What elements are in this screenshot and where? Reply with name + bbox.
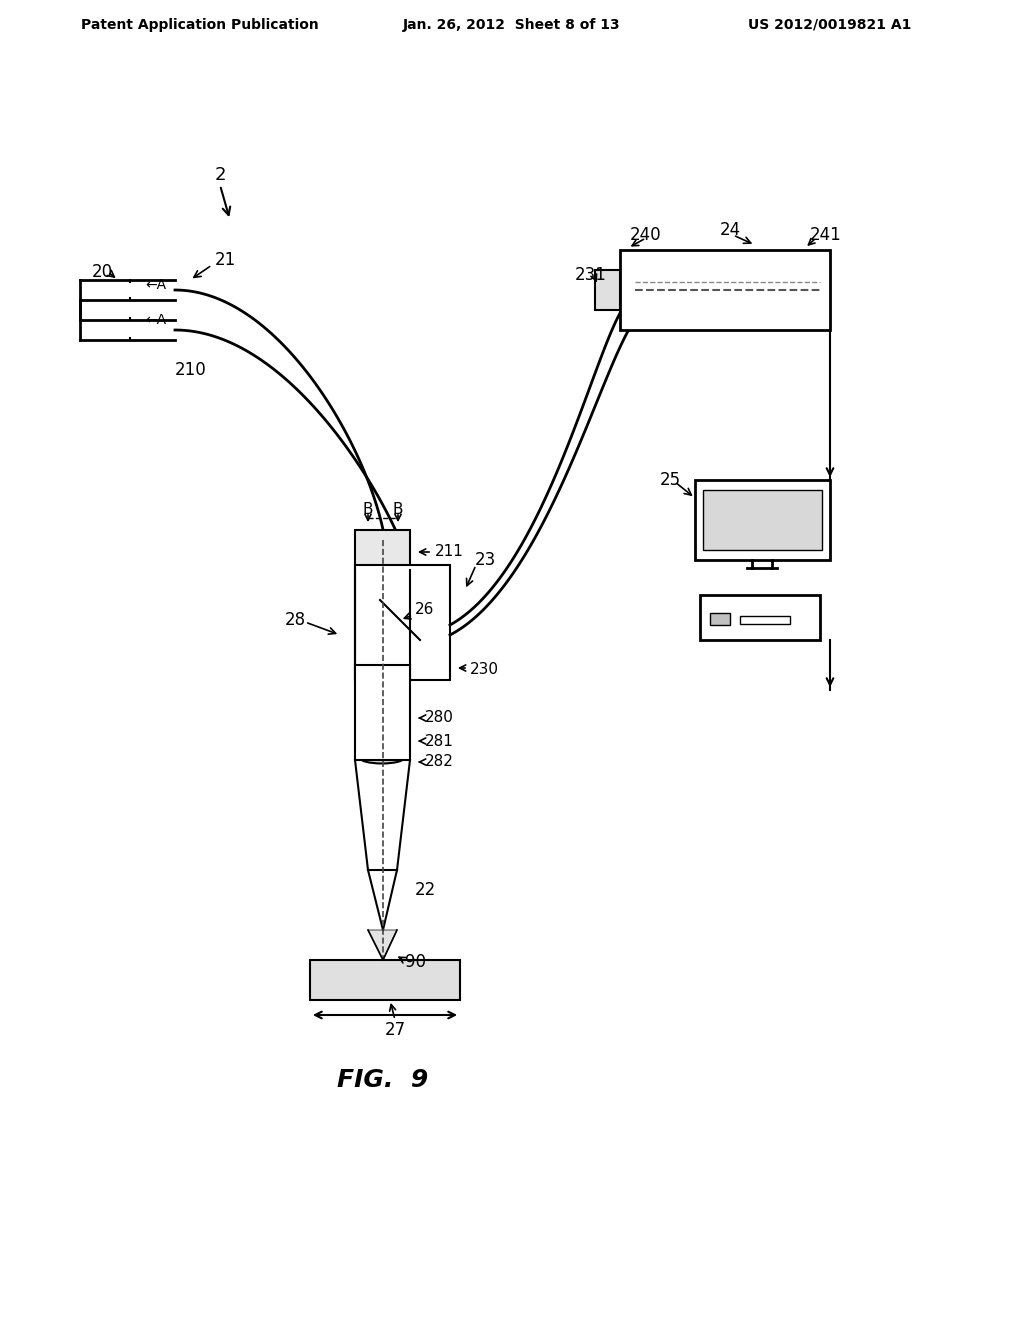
Text: US 2012/0019821 A1: US 2012/0019821 A1	[749, 18, 911, 32]
Text: ←A: ←A	[145, 313, 166, 327]
Bar	[695, 480, 830, 560]
Bar	[355, 565, 450, 680]
Text: FIG.  9: FIG. 9	[337, 1068, 429, 1092]
Text: Jan. 26, 2012  Sheet 8 of 13: Jan. 26, 2012 Sheet 8 of 13	[403, 18, 621, 32]
Bar	[595, 271, 620, 310]
Text: 281: 281	[425, 734, 454, 748]
Polygon shape	[380, 601, 420, 680]
Bar	[740, 616, 790, 624]
Ellipse shape	[360, 752, 404, 763]
Text: 25: 25	[660, 471, 681, 488]
Bar	[355, 665, 410, 760]
Text: 282: 282	[425, 755, 454, 770]
Text: 21: 21	[215, 251, 237, 269]
Ellipse shape	[357, 708, 407, 722]
Text: 230: 230	[470, 663, 499, 677]
Text: ←A: ←A	[145, 279, 166, 292]
Text: 211: 211	[435, 544, 464, 560]
Text: 231: 231	[575, 267, 607, 284]
Text: 241: 241	[810, 226, 842, 244]
Text: 2: 2	[215, 166, 226, 183]
Ellipse shape	[362, 733, 402, 744]
Polygon shape	[368, 931, 397, 960]
Bar	[700, 595, 820, 640]
Text: 22: 22	[415, 880, 436, 899]
Text: 28: 28	[285, 611, 306, 630]
Bar	[710, 612, 730, 624]
Text: 27: 27	[384, 1020, 406, 1039]
Text: B: B	[362, 503, 374, 517]
Text: 240: 240	[630, 226, 662, 244]
Text: 24: 24	[720, 220, 741, 239]
Bar	[620, 249, 830, 330]
Bar	[355, 531, 410, 570]
Text: 20: 20	[92, 263, 113, 281]
Bar	[310, 960, 460, 1001]
Text: 26: 26	[415, 602, 434, 618]
Bar	[703, 490, 822, 550]
Text: 210: 210	[175, 360, 207, 379]
Text: B: B	[393, 503, 403, 517]
Text: 23: 23	[475, 550, 497, 569]
Text: 90: 90	[406, 953, 426, 972]
Text: 280: 280	[425, 710, 454, 726]
Text: Patent Application Publication: Patent Application Publication	[81, 18, 318, 32]
